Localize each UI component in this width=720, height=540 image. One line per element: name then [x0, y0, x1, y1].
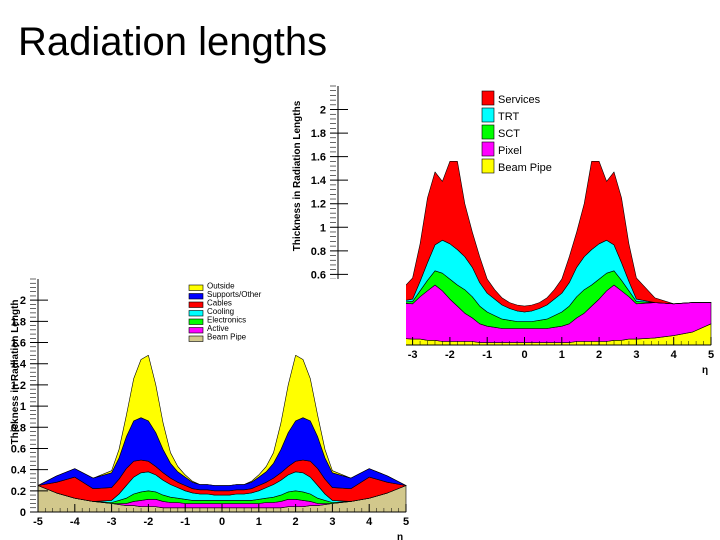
- lower-plot: 0 0.2 0.4 0.6 0.8 1 1.2 1.4 1.6 1.8 2 -5 -4 -3 -2 -1 0 1 2…: [10, 278, 409, 540]
- x-tick-label: 0: [521, 349, 527, 361]
- x-tick-label: 0: [219, 516, 225, 528]
- legend-label-pixel: Pixel: [498, 145, 522, 157]
- x-tick-label: -2: [144, 516, 154, 528]
- x-tick-label: -4: [70, 516, 81, 528]
- legend-swatch-trt: [481, 107, 495, 123]
- legend-label-services: Services: [498, 94, 541, 106]
- x-tick-label: 2: [596, 349, 602, 361]
- legend-label-sct: SCT: [498, 128, 520, 140]
- x-tick-label: -3: [408, 349, 418, 361]
- legend-swatch-electronics: [188, 318, 204, 325]
- y-tick-label: 0: [20, 507, 26, 519]
- legend: OutsideSupports/OtherCablesCoolingElectr…: [187, 282, 262, 352]
- legend-label-beam-pipe: Beam Pipe: [498, 162, 552, 174]
- x-tick-label: 4: [671, 349, 678, 361]
- x-tick-label: -1: [482, 349, 492, 361]
- x-tick-label: -2: [445, 349, 455, 361]
- legend-label-supports-other: Supports/Other: [207, 290, 262, 299]
- y-tick-label: 1.8: [11, 316, 26, 328]
- x-tick-label: 1: [256, 516, 262, 528]
- x-tick-label: 5: [403, 516, 409, 528]
- y-tick-label: 1.4: [311, 175, 327, 187]
- legend-label-electronics: Electronics: [207, 316, 246, 325]
- legend-swatch-outside: [188, 284, 204, 291]
- x-axis-title: η: [702, 365, 708, 376]
- x-tick-label: 2: [293, 516, 299, 528]
- x-tick-label: 1: [559, 349, 565, 361]
- y-tick-label: 0.8: [11, 422, 26, 434]
- legend-swatch-pixel: [481, 141, 495, 157]
- series-services: [337, 161, 712, 313]
- legend-box: [480, 88, 576, 168]
- legend-swatch-active: [188, 327, 204, 334]
- legend-label-beam-pipe: Beam Pipe: [207, 333, 247, 342]
- y-axis-title: Thickness in Radiation Length: [10, 299, 21, 444]
- legend-swatch-supports-other: [188, 293, 204, 300]
- y-tick-label: 1.2: [11, 380, 26, 392]
- y-tick-label: 2: [320, 105, 326, 117]
- x-tick-label: -5: [33, 516, 43, 528]
- legend-label-cables: Cables: [207, 299, 232, 308]
- y-tick-label: 0.6: [11, 443, 26, 455]
- legend-label-outside: Outside: [207, 282, 235, 291]
- legend-label-active: Active: [207, 324, 229, 333]
- y-tick-label: 1: [20, 401, 26, 413]
- legend-swatch-beam-pipe: [188, 335, 204, 342]
- y-tick-label: 1.4: [11, 359, 27, 371]
- y-tick-label: 1: [320, 222, 326, 234]
- y-tick-label: 1.6: [311, 152, 326, 164]
- y-tick-label: 2: [20, 295, 26, 307]
- slide-title: Radiation lengths: [18, 20, 328, 64]
- y-tick-label: 1.6: [11, 338, 26, 350]
- y-tick-label: 1.2: [311, 199, 326, 211]
- upper-plot: 00.20.40.60.811.21.41.61.82-5-4-3-2-1012…: [292, 85, 714, 376]
- x-tick-label: 5: [708, 349, 714, 361]
- legend-label-trt: TRT: [498, 111, 519, 123]
- legend-swatch-beam-pipe: [481, 158, 495, 174]
- x-tick-label: 4: [366, 516, 373, 528]
- x-tick-label: -1: [180, 516, 190, 528]
- legend-swatch-sct: [481, 124, 495, 140]
- y-axis-title: Thickness in Radiation Lengths: [292, 100, 303, 251]
- y-tick-label: 0.6: [311, 269, 326, 281]
- x-tick-label: 3: [633, 349, 639, 361]
- legend-swatch-cooling: [188, 310, 204, 317]
- x-tick-label: 3: [329, 516, 335, 528]
- legend-label-cooling: Cooling: [207, 307, 234, 316]
- x-axis-title: η: [397, 532, 403, 540]
- y-tick-label: 0.8: [311, 246, 326, 258]
- legend-swatch-cables: [188, 301, 204, 308]
- y-tick-label: 0.4: [11, 465, 27, 477]
- legend-swatch-services: [481, 90, 495, 106]
- x-tick-label: -3: [107, 516, 117, 528]
- legend: Services TRT SCT Pixel Beam Pipe: [480, 88, 576, 174]
- y-tick-label: 0.2: [11, 486, 26, 498]
- y-tick-label: 1.8: [311, 128, 326, 140]
- series-outside: [37, 355, 407, 486]
